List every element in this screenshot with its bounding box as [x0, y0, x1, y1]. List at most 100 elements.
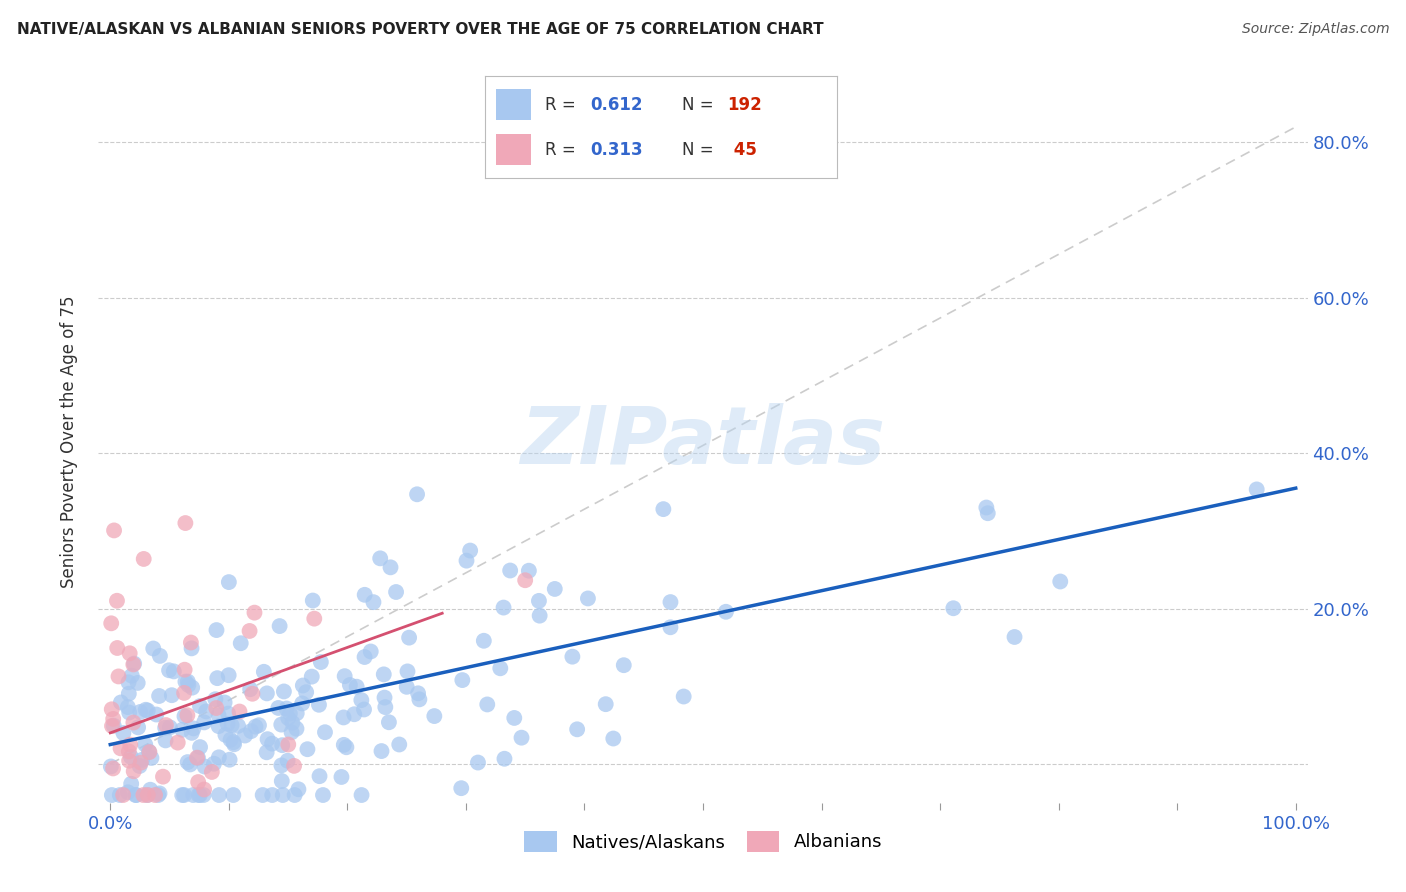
Point: [406, 686, 429, 700]
Point: [308, 698, 330, 712]
Point: [256, 732, 278, 747]
Point: [148, 689, 170, 703]
Point: [510, 731, 533, 745]
Point: [602, 731, 624, 746]
Point: [380, 560, 402, 574]
Point: [398, 631, 420, 645]
Point: [128, 759, 150, 773]
Point: [183, 722, 205, 736]
Point: [222, 735, 245, 749]
Point: [193, 782, 215, 797]
Point: [221, 718, 243, 732]
Point: [163, 665, 186, 679]
Point: [242, 687, 264, 701]
Point: [544, 582, 567, 596]
Point: [188, 699, 211, 714]
Point: [202, 756, 225, 771]
Point: [1049, 574, 1071, 589]
Point: [159, 720, 181, 734]
Point: [118, 646, 141, 660]
Point: [343, 707, 366, 722]
Point: [108, 788, 131, 802]
Point: [131, 753, 153, 767]
Point: [385, 585, 408, 599]
Point: [195, 705, 218, 719]
Point: [256, 686, 278, 700]
Point: [120, 777, 142, 791]
Point: [103, 719, 125, 733]
Point: [330, 770, 353, 784]
Point: [373, 667, 395, 681]
Point: [160, 688, 183, 702]
Point: [101, 761, 124, 775]
Point: [527, 594, 550, 608]
Text: N =: N =: [682, 141, 718, 159]
Point: [226, 719, 249, 733]
Legend: Natives/Alaskans, Albanians: Natives/Alaskans, Albanians: [517, 823, 889, 859]
Point: [145, 707, 167, 722]
Point: [472, 633, 495, 648]
Point: [368, 551, 391, 566]
Point: [233, 729, 256, 743]
Point: [214, 728, 236, 742]
Point: [276, 701, 298, 715]
Point: [271, 788, 294, 802]
Point: [174, 516, 197, 530]
Point: [350, 788, 373, 802]
Point: [180, 641, 202, 656]
Point: [172, 788, 194, 802]
Point: [270, 758, 292, 772]
Point: [172, 723, 194, 737]
Point: [942, 601, 965, 615]
Point: [181, 681, 204, 695]
Point: [155, 718, 177, 732]
Point: [125, 788, 148, 802]
Y-axis label: Seniors Poverty Over the Age of 75: Seniors Poverty Over the Age of 75: [59, 295, 77, 588]
Point: [129, 705, 152, 719]
Point: [659, 620, 682, 634]
Point: [262, 737, 284, 751]
Point: [134, 738, 156, 752]
Point: [143, 788, 166, 802]
Point: [515, 573, 537, 587]
Text: 0.612: 0.612: [591, 95, 643, 113]
Point: [360, 644, 382, 658]
Point: [228, 705, 250, 719]
Point: [499, 564, 522, 578]
Point: [129, 756, 152, 770]
Point: [395, 680, 418, 694]
Point: [222, 788, 245, 802]
Point: [492, 600, 515, 615]
Point: [188, 788, 211, 802]
Point: [270, 717, 292, 731]
Point: [467, 756, 489, 770]
Point: [283, 759, 305, 773]
Point: [204, 692, 226, 706]
Point: [312, 788, 335, 802]
Point: [301, 670, 323, 684]
Point: [100, 702, 122, 716]
Text: 45: 45: [728, 141, 756, 159]
Point: [406, 487, 429, 501]
Point: [295, 685, 318, 699]
Point: [142, 641, 165, 656]
Point: [284, 788, 307, 802]
Point: [176, 708, 198, 723]
Point: [138, 745, 160, 759]
Point: [277, 754, 299, 768]
Point: [152, 770, 174, 784]
Point: [267, 701, 290, 715]
Point: [193, 788, 215, 802]
Point: [118, 706, 141, 720]
Point: [353, 588, 375, 602]
Point: [281, 715, 304, 730]
Point: [205, 623, 228, 637]
Point: [423, 709, 446, 723]
Text: ZIPatlas: ZIPatlas: [520, 402, 886, 481]
Point: [121, 669, 143, 683]
Point: [561, 649, 583, 664]
Point: [291, 697, 314, 711]
Point: [174, 674, 197, 689]
Point: [652, 502, 675, 516]
Point: [118, 754, 141, 768]
